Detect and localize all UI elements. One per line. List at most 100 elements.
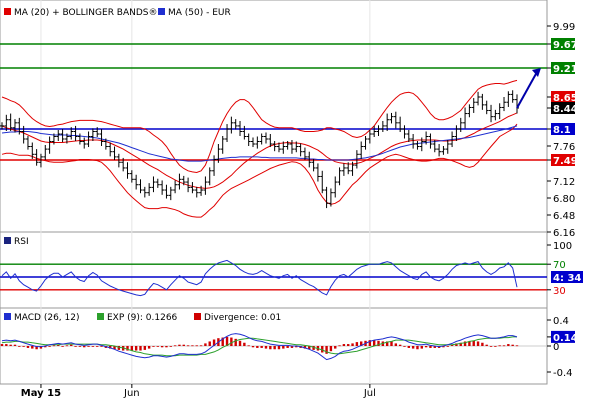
divergence-bar	[468, 341, 471, 346]
divergence-bar	[334, 346, 337, 349]
divergence-bar	[13, 344, 17, 346]
divergence-bar	[424, 346, 428, 348]
divergence-bar	[96, 346, 99, 347]
divergence-bar	[303, 346, 307, 349]
divergence-bar	[57, 344, 60, 346]
divergence-bar	[247, 345, 250, 347]
divergence-bar	[18, 346, 21, 347]
divergence-bar	[5, 344, 8, 346]
ma20-line	[1, 112, 518, 189]
macd-badge	[551, 330, 575, 343]
divergence-bar	[256, 346, 259, 348]
divergence-bar	[156, 346, 159, 347]
divergence-bar	[212, 339, 216, 346]
divergence-bar	[325, 346, 328, 354]
divergence-bar	[269, 346, 272, 350]
divergence-bar	[338, 345, 341, 347]
divergence-bar	[407, 346, 411, 348]
rsi-tick-label: 30	[553, 286, 566, 297]
divergence-bar	[22, 346, 25, 347]
divergence-bar	[446, 346, 449, 347]
legend-marker-ma50	[158, 8, 165, 15]
divergence-bar	[472, 340, 475, 346]
price-tick-label: 6.80	[553, 194, 575, 205]
divergence-bar	[450, 344, 454, 346]
divergence-bar	[61, 346, 64, 347]
divergence-bar	[394, 343, 398, 346]
divergence-bar	[463, 341, 467, 346]
price-badge-label: 9.67	[553, 40, 578, 51]
divergence-bar	[360, 341, 363, 346]
divergence-bar	[182, 344, 185, 346]
price-badge	[551, 38, 575, 50]
divergence-bar	[152, 346, 155, 347]
divergence-bar	[264, 346, 268, 349]
divergence-bar	[286, 346, 289, 348]
divergence-bar	[494, 346, 497, 347]
divergence-bar	[385, 341, 389, 346]
divergence-bar	[238, 340, 242, 346]
divergence-bar	[178, 344, 181, 346]
price-badge	[551, 62, 575, 74]
divergence-bar	[134, 346, 138, 351]
divergence-bar	[515, 345, 519, 347]
price-badge-label: 8.44	[553, 104, 578, 115]
forecast-arrow-head	[532, 68, 541, 77]
divergence-bar	[243, 342, 246, 346]
divergence-bar	[398, 344, 402, 346]
divergence-bar	[39, 346, 43, 349]
divergence-bar	[329, 346, 333, 352]
divergence-bar	[173, 345, 177, 347]
divergence-bar	[390, 341, 393, 346]
rsi-tick-label: 100	[553, 241, 572, 252]
bollinger-lower-line	[1, 123, 518, 218]
x-tick-label: Jun	[123, 388, 140, 399]
divergence-bar	[511, 344, 514, 346]
divergence-bar	[295, 346, 298, 348]
rsi-tick-label: 70	[553, 260, 566, 271]
divergence-bar	[372, 340, 376, 346]
price-badge-label: 7.49	[553, 156, 578, 167]
legend-signal: EXP (9): 0.1266	[107, 313, 178, 323]
legend-marker-divergence	[194, 313, 201, 320]
divergence-bar	[199, 345, 203, 347]
price-tick-label: 6.48	[553, 211, 575, 222]
ma50-line	[1, 125, 518, 162]
price-badge	[551, 102, 575, 114]
signal-line	[1, 336, 517, 357]
divergence-bar	[442, 346, 445, 348]
legend-ma20-bollinger: MA (20) + BOLLINGER BANDS®	[14, 8, 158, 18]
macd-tick-label: 0.4	[553, 316, 569, 327]
divergence-bar	[160, 346, 164, 348]
legend-macd: MACD (26, 12)	[14, 313, 80, 323]
divergence-bar	[100, 346, 103, 347]
macd-badge-label: 0.14	[553, 333, 578, 344]
divergence-bar	[126, 346, 129, 351]
divergence-bar	[282, 346, 285, 349]
divergence-bar	[48, 346, 51, 347]
macd-line	[1, 333, 518, 361]
divergence-bar	[44, 346, 47, 348]
divergence-bar	[35, 346, 38, 350]
legend-marker-ma20	[4, 8, 11, 15]
x-tick-label: Jul	[363, 388, 376, 399]
divergence-bar	[502, 345, 506, 347]
rsi-badge	[551, 271, 583, 283]
divergence-bar	[498, 345, 501, 347]
divergence-bar	[489, 346, 493, 347]
divergence-bar	[273, 346, 276, 350]
divergence-bar	[191, 345, 194, 347]
divergence-bar	[355, 342, 359, 346]
divergence-bar	[139, 346, 142, 351]
divergence-bar	[234, 338, 237, 346]
legend-ma50: MA (50) - EUR	[168, 8, 231, 18]
legend-rsi: RSI	[14, 237, 29, 247]
legend-marker-rsi	[4, 237, 11, 244]
price-badge	[551, 154, 575, 166]
macd-tick-label: 0	[553, 342, 559, 353]
divergence-bar	[429, 346, 432, 348]
divergence-bar	[411, 346, 415, 349]
divergence-bar	[277, 346, 281, 350]
divergence-bar	[78, 346, 82, 347]
